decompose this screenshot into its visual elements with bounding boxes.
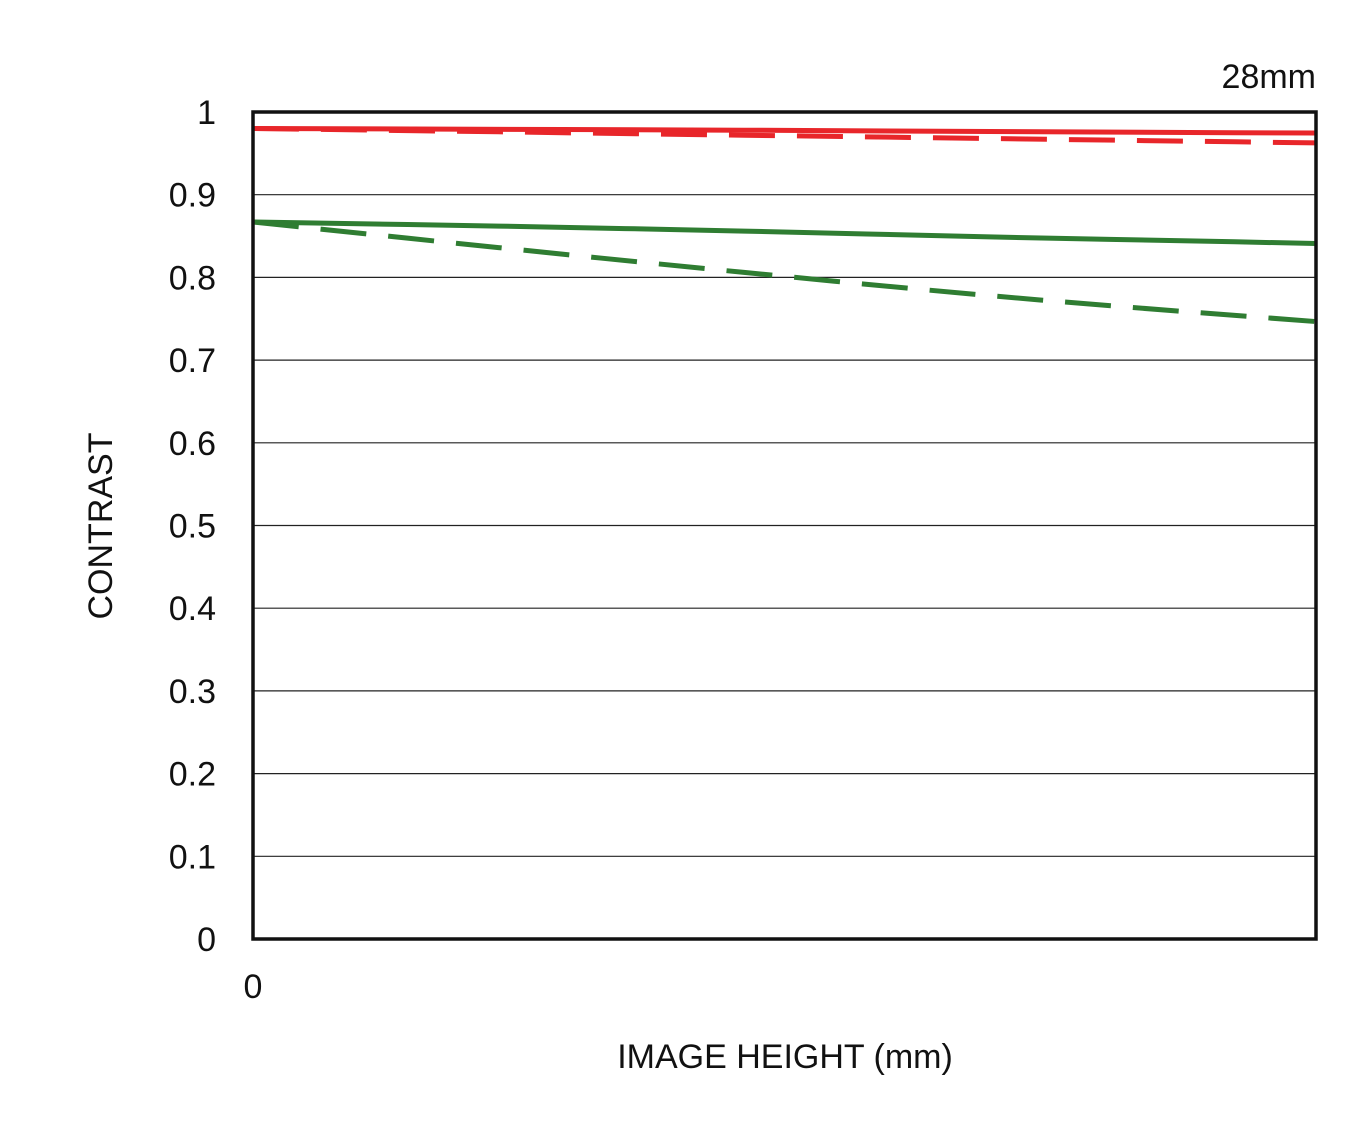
y-axis-title: CONTRAST (82, 433, 120, 620)
grid-lines (253, 194, 1316, 857)
series-group (253, 126, 1316, 325)
y-tick-label: 0.5 (169, 508, 216, 546)
y-tick-label: 0.8 (169, 259, 216, 297)
x-tick-label: 0 (244, 968, 263, 1006)
x-tick-labels: 05101520 (244, 968, 263, 1006)
y-tick-label: 0 (197, 921, 216, 959)
y-tick-label: 0.1 (169, 838, 216, 876)
y-tick-label: 0.4 (169, 590, 216, 628)
y-tick-label: 0.3 (169, 673, 216, 711)
y-tick-label: 0.9 (169, 177, 216, 215)
y-tick-label: 0.7 (169, 342, 216, 380)
y-tick-label: 0.6 (169, 425, 216, 463)
x-axis-title: IMAGE HEIGHT (mm) (617, 1038, 953, 1076)
plot-frame (251, 110, 1318, 941)
green-dashed-line (253, 219, 1316, 325)
y-tick-label: 0.2 (169, 756, 216, 794)
y-tick-labels: 0 0.1 0.2 0.3 0.4 0.5 0.6 0.7 0.8 0.9 1 (169, 94, 216, 959)
y-tick-label: 1 (197, 94, 216, 132)
focal-length-label: 28mm (1222, 58, 1316, 96)
red-dashed-line (253, 126, 1316, 146)
green-solid-line (253, 219, 1316, 247)
